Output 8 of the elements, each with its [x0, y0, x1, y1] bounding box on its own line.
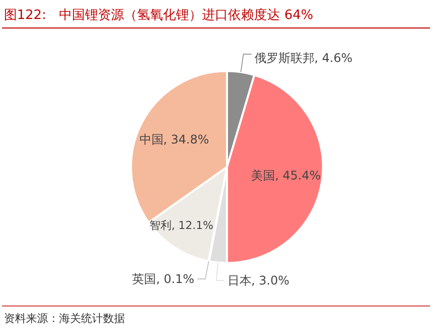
slice-label: 智利, 12.1% — [149, 219, 214, 232]
chart-title: 图122: 中国锂资源（氢氧化锂）进口依赖度达 64% — [4, 7, 314, 23]
slice-label: 中国, 34.8% — [139, 132, 210, 147]
text: 资料来源：海关统计数据 — [4, 312, 125, 325]
slice-label: 日本, 3.0% — [227, 273, 290, 288]
slice-label: 俄罗斯联邦, 4.6% — [254, 51, 353, 66]
slice-label: 美国, 45.4% — [251, 168, 321, 183]
slice-label: 英国, 0.1% — [132, 272, 194, 286]
